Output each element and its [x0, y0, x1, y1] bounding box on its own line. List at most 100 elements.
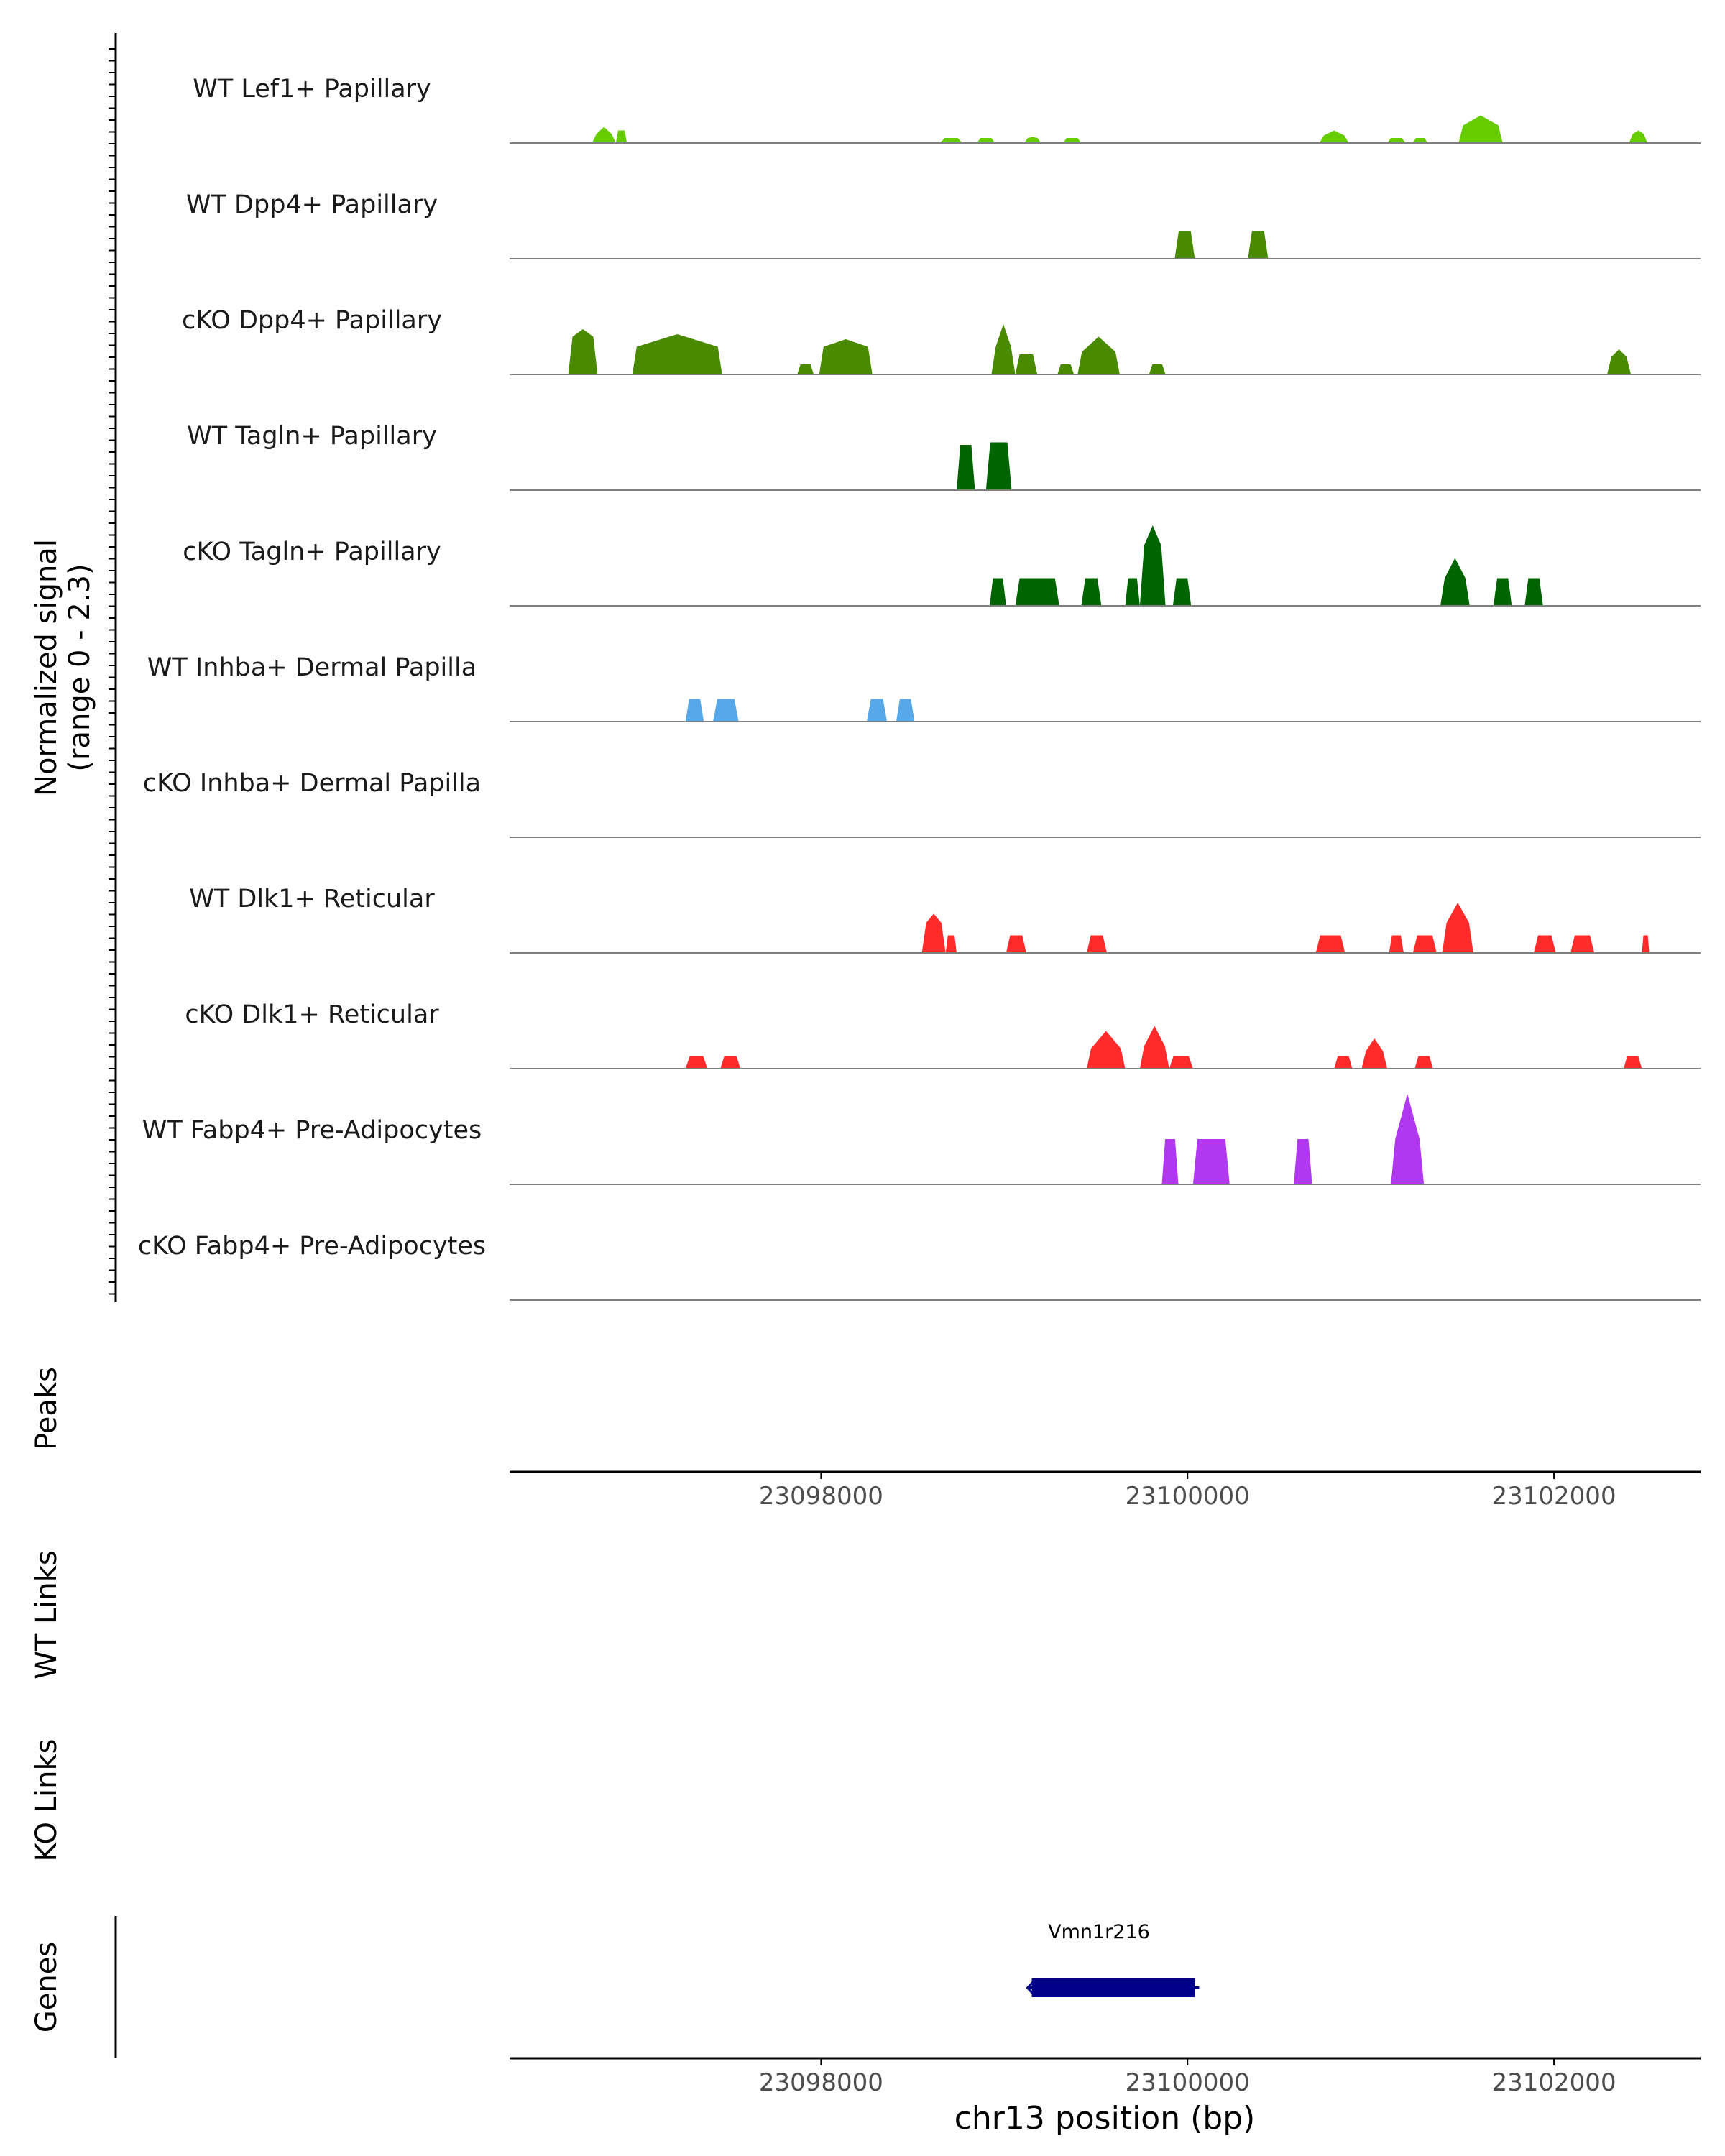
peaks-x-axis-ticks: 23098000 23100000 23102000 — [759, 1472, 1616, 1511]
coverage-peak — [896, 699, 915, 722]
x-tick-label: 23098000 — [759, 2068, 883, 2097]
wt-links-panel-label: WT Links — [30, 1550, 63, 1679]
gene-vmn1r216: Vmn1r216 — [1026, 1921, 1200, 1997]
track-wt-fabp4-pre-adipocytes: WT Fabp4+ Pre-Adipocytes — [142, 1094, 1701, 1185]
coverage-peak — [1524, 578, 1543, 606]
track-label: cKO Tagln+ Papillary — [183, 538, 441, 566]
coverage-peak — [1389, 935, 1404, 953]
ko-links-panel-label: KO Links — [30, 1739, 63, 1862]
coverage-peak — [1006, 935, 1026, 953]
genes-x-axis-ticks: 23098000 23100000 23102000 — [759, 2058, 1616, 2097]
coverage-peak — [1534, 935, 1556, 953]
coverage-peak — [991, 324, 1016, 374]
coverage-peak — [1024, 137, 1041, 143]
coverage-peak — [1387, 138, 1406, 143]
coverage-peak — [1087, 1031, 1126, 1069]
coverage-peak — [1077, 336, 1120, 374]
coverage-peak — [685, 699, 704, 722]
coverage-peak — [957, 445, 975, 490]
coverage-peak — [1015, 354, 1038, 374]
x-tick-label: 23100000 — [1126, 1482, 1250, 1511]
coverage-peak — [1081, 578, 1102, 606]
coverage-peak — [615, 130, 627, 143]
coverage-peak — [1570, 935, 1595, 953]
track-label: WT Tagln+ Papillary — [187, 422, 437, 451]
x-tick-label: 23100000 — [1126, 2068, 1250, 2097]
coverage-peak — [1172, 578, 1192, 606]
coverage-peak — [1319, 130, 1349, 143]
coverage-peak — [1412, 935, 1437, 953]
track-label: cKO Dpp4+ Papillary — [182, 306, 442, 335]
coverage-peak — [1493, 578, 1512, 606]
gene-label: Vmn1r216 — [1048, 1921, 1150, 1943]
coverage-peak — [977, 138, 995, 143]
track-label: cKO Dlk1+ Reticular — [185, 1000, 439, 1029]
track-wt-tagln-papillary: WT Tagln+ Papillary — [187, 422, 1701, 491]
track-cko-fabp4-pre-adipocytes: cKO Fabp4+ Pre-Adipocytes — [138, 1232, 1701, 1301]
gene-annotations: Vmn1r216 — [1026, 1921, 1200, 1997]
signal-y-axis — [109, 33, 117, 1302]
track-label: cKO Fabp4+ Pre-Adipocytes — [138, 1232, 486, 1261]
coverage-peak — [1294, 1139, 1312, 1184]
coverage-peak — [1607, 349, 1632, 374]
track-wt-dlk1-reticular: WT Dlk1+ Reticular — [189, 885, 1701, 954]
coverage-peak — [1391, 1094, 1425, 1184]
track-cko-dpp4-papillary: cKO Dpp4+ Papillary — [182, 306, 1701, 375]
coverage-peak — [1629, 130, 1648, 143]
track-label: WT Dpp4+ Papillary — [186, 190, 438, 219]
coverage-peak — [713, 699, 739, 722]
coverage-peak — [1087, 935, 1107, 953]
x-tick-label: 23102000 — [1492, 1482, 1616, 1511]
signal-y-axis-ticks — [109, 48, 116, 1295]
y-axis-title-line1: Normalized signal — [30, 539, 63, 796]
coverage-peak — [1642, 935, 1650, 953]
coverage-peak — [1442, 903, 1473, 953]
gene-strand-arrow — [1026, 1978, 1036, 1997]
y-axis-title-line2: (range 0 - 2.3) — [63, 563, 96, 771]
track-wt-dpp4-papillary: WT Dpp4+ Papillary — [186, 190, 1701, 259]
track-label: WT Inhba+ Dermal Papilla — [147, 653, 477, 682]
track-cko-tagln-papillary: cKO Tagln+ Papillary — [183, 525, 1701, 607]
coverage-peak — [1139, 525, 1166, 606]
coverage-peak — [945, 935, 957, 953]
coverage-tracks: WT Lef1+ Papillary WT Dpp4+ Papillary cKO … — [138, 75, 1701, 1301]
coverage-peak — [921, 913, 946, 953]
x-tick-label: 23098000 — [759, 1482, 883, 1511]
track-cko-inhba-dermal-papilla: cKO Inhba+ Dermal Papilla — [143, 769, 1701, 838]
coverage-peak — [1248, 231, 1269, 259]
coverage-peak — [1062, 138, 1082, 143]
track-wt-lef1-papillary: WT Lef1+ Papillary — [193, 75, 1701, 144]
coverage-peak — [632, 334, 722, 374]
coverage-peak — [1149, 364, 1166, 374]
track-wt-inhba-dermal-papilla: WT Inhba+ Dermal Papilla — [147, 653, 1701, 722]
track-label: WT Dlk1+ Reticular — [189, 885, 435, 913]
coverage-peak — [819, 339, 873, 374]
coverage-peak — [1414, 1056, 1433, 1069]
coverage-peak — [720, 1056, 741, 1069]
coverage-peak — [592, 126, 616, 143]
x-tick-label: 23102000 — [1492, 2068, 1616, 2097]
coverage-peak — [1015, 578, 1059, 606]
coverage-peak — [1334, 1056, 1353, 1069]
coverage-peak — [1174, 231, 1195, 259]
coverage-peak — [867, 699, 888, 722]
x-axis-title: chr13 position (bp) — [954, 2100, 1256, 2137]
coverage-peak — [1623, 1056, 1642, 1069]
coverage-peak — [685, 1056, 708, 1069]
coverage-peak — [568, 329, 598, 374]
coverage-peak — [940, 138, 962, 143]
coverage-peak — [1169, 1056, 1193, 1069]
coverage-peak — [1458, 115, 1503, 143]
coverage-peak — [1162, 1139, 1179, 1184]
coverage-peak — [1315, 935, 1346, 953]
coverage-peak — [1412, 138, 1428, 143]
track-label: cKO Inhba+ Dermal Papilla — [143, 769, 481, 798]
coverage-peak — [985, 442, 1012, 490]
peaks-panel-label: Peaks — [30, 1367, 63, 1450]
coverage-peak — [1361, 1038, 1388, 1069]
coverage-peak — [1057, 364, 1075, 374]
track-cko-dlk1-reticular: cKO Dlk1+ Reticular — [185, 1000, 1701, 1069]
coverage-peak — [1125, 578, 1140, 606]
coverage-peak — [989, 578, 1006, 606]
